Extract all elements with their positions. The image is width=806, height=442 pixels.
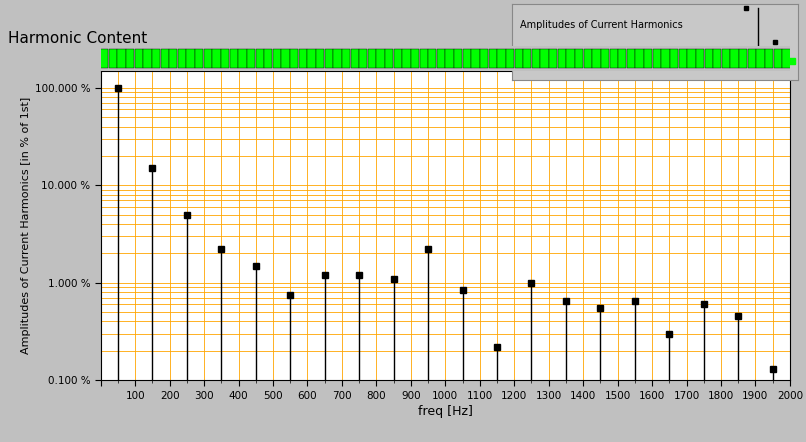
FancyBboxPatch shape xyxy=(567,49,575,68)
FancyBboxPatch shape xyxy=(704,49,713,68)
FancyBboxPatch shape xyxy=(186,49,195,68)
FancyBboxPatch shape xyxy=(679,49,687,68)
FancyBboxPatch shape xyxy=(178,49,186,68)
FancyBboxPatch shape xyxy=(748,49,756,68)
FancyBboxPatch shape xyxy=(152,49,160,68)
FancyBboxPatch shape xyxy=(783,49,791,68)
FancyBboxPatch shape xyxy=(230,49,238,68)
FancyBboxPatch shape xyxy=(169,49,177,68)
FancyBboxPatch shape xyxy=(342,49,350,68)
FancyBboxPatch shape xyxy=(472,49,480,68)
FancyBboxPatch shape xyxy=(756,49,765,68)
FancyBboxPatch shape xyxy=(290,49,298,68)
FancyBboxPatch shape xyxy=(126,49,135,68)
FancyBboxPatch shape xyxy=(722,49,730,68)
FancyBboxPatch shape xyxy=(272,49,281,68)
FancyBboxPatch shape xyxy=(333,49,342,68)
FancyBboxPatch shape xyxy=(696,49,704,68)
FancyBboxPatch shape xyxy=(454,49,463,68)
FancyBboxPatch shape xyxy=(523,49,531,68)
FancyBboxPatch shape xyxy=(281,49,289,68)
FancyBboxPatch shape xyxy=(385,49,393,68)
FancyBboxPatch shape xyxy=(739,49,747,68)
FancyBboxPatch shape xyxy=(221,49,229,68)
FancyBboxPatch shape xyxy=(618,49,626,68)
FancyBboxPatch shape xyxy=(653,49,661,68)
FancyBboxPatch shape xyxy=(204,49,212,68)
FancyBboxPatch shape xyxy=(109,49,117,68)
Text: Amplitudes of Current Harmonics: Amplitudes of Current Harmonics xyxy=(521,20,683,30)
FancyBboxPatch shape xyxy=(592,49,600,68)
FancyBboxPatch shape xyxy=(247,49,256,68)
FancyBboxPatch shape xyxy=(549,49,558,68)
X-axis label: freq [Hz]: freq [Hz] xyxy=(418,405,473,418)
FancyBboxPatch shape xyxy=(212,49,221,68)
FancyBboxPatch shape xyxy=(670,49,679,68)
FancyBboxPatch shape xyxy=(160,49,168,68)
FancyBboxPatch shape xyxy=(299,49,307,68)
FancyBboxPatch shape xyxy=(627,49,635,68)
FancyBboxPatch shape xyxy=(635,49,644,68)
FancyBboxPatch shape xyxy=(316,49,324,68)
FancyBboxPatch shape xyxy=(368,49,376,68)
Text: IEC 61000-3-2:2006/A2:2009 Class C limits: IEC 61000-3-2:2006/A2:2009 Class C limit… xyxy=(521,56,729,66)
FancyBboxPatch shape xyxy=(239,49,247,68)
FancyBboxPatch shape xyxy=(575,49,584,68)
FancyBboxPatch shape xyxy=(393,49,402,68)
FancyBboxPatch shape xyxy=(195,49,203,68)
FancyBboxPatch shape xyxy=(730,49,739,68)
FancyBboxPatch shape xyxy=(601,49,609,68)
FancyBboxPatch shape xyxy=(446,49,454,68)
FancyBboxPatch shape xyxy=(765,49,773,68)
FancyBboxPatch shape xyxy=(351,49,359,68)
FancyBboxPatch shape xyxy=(411,49,419,68)
FancyBboxPatch shape xyxy=(100,49,108,68)
FancyBboxPatch shape xyxy=(463,49,471,68)
FancyBboxPatch shape xyxy=(420,49,428,68)
FancyBboxPatch shape xyxy=(774,49,782,68)
FancyBboxPatch shape xyxy=(713,49,721,68)
FancyBboxPatch shape xyxy=(428,49,437,68)
FancyBboxPatch shape xyxy=(480,49,488,68)
FancyBboxPatch shape xyxy=(135,49,143,68)
FancyBboxPatch shape xyxy=(402,49,410,68)
FancyBboxPatch shape xyxy=(506,49,514,68)
FancyBboxPatch shape xyxy=(532,49,540,68)
FancyBboxPatch shape xyxy=(688,49,696,68)
FancyBboxPatch shape xyxy=(256,49,264,68)
FancyBboxPatch shape xyxy=(359,49,368,68)
FancyBboxPatch shape xyxy=(307,49,316,68)
FancyBboxPatch shape xyxy=(558,49,566,68)
FancyBboxPatch shape xyxy=(376,49,384,68)
FancyBboxPatch shape xyxy=(662,49,670,68)
Y-axis label: Amplitudes of Current Harmonics [in % of 1st]: Amplitudes of Current Harmonics [in % of… xyxy=(20,97,31,354)
FancyBboxPatch shape xyxy=(644,49,652,68)
FancyBboxPatch shape xyxy=(325,49,333,68)
FancyBboxPatch shape xyxy=(488,49,497,68)
Text: Harmonic Content: Harmonic Content xyxy=(8,31,147,46)
FancyBboxPatch shape xyxy=(584,49,592,68)
FancyBboxPatch shape xyxy=(541,49,549,68)
FancyBboxPatch shape xyxy=(497,49,505,68)
FancyBboxPatch shape xyxy=(118,49,126,68)
FancyBboxPatch shape xyxy=(437,49,445,68)
FancyBboxPatch shape xyxy=(514,49,523,68)
FancyBboxPatch shape xyxy=(264,49,272,68)
FancyBboxPatch shape xyxy=(143,49,152,68)
FancyBboxPatch shape xyxy=(609,49,618,68)
